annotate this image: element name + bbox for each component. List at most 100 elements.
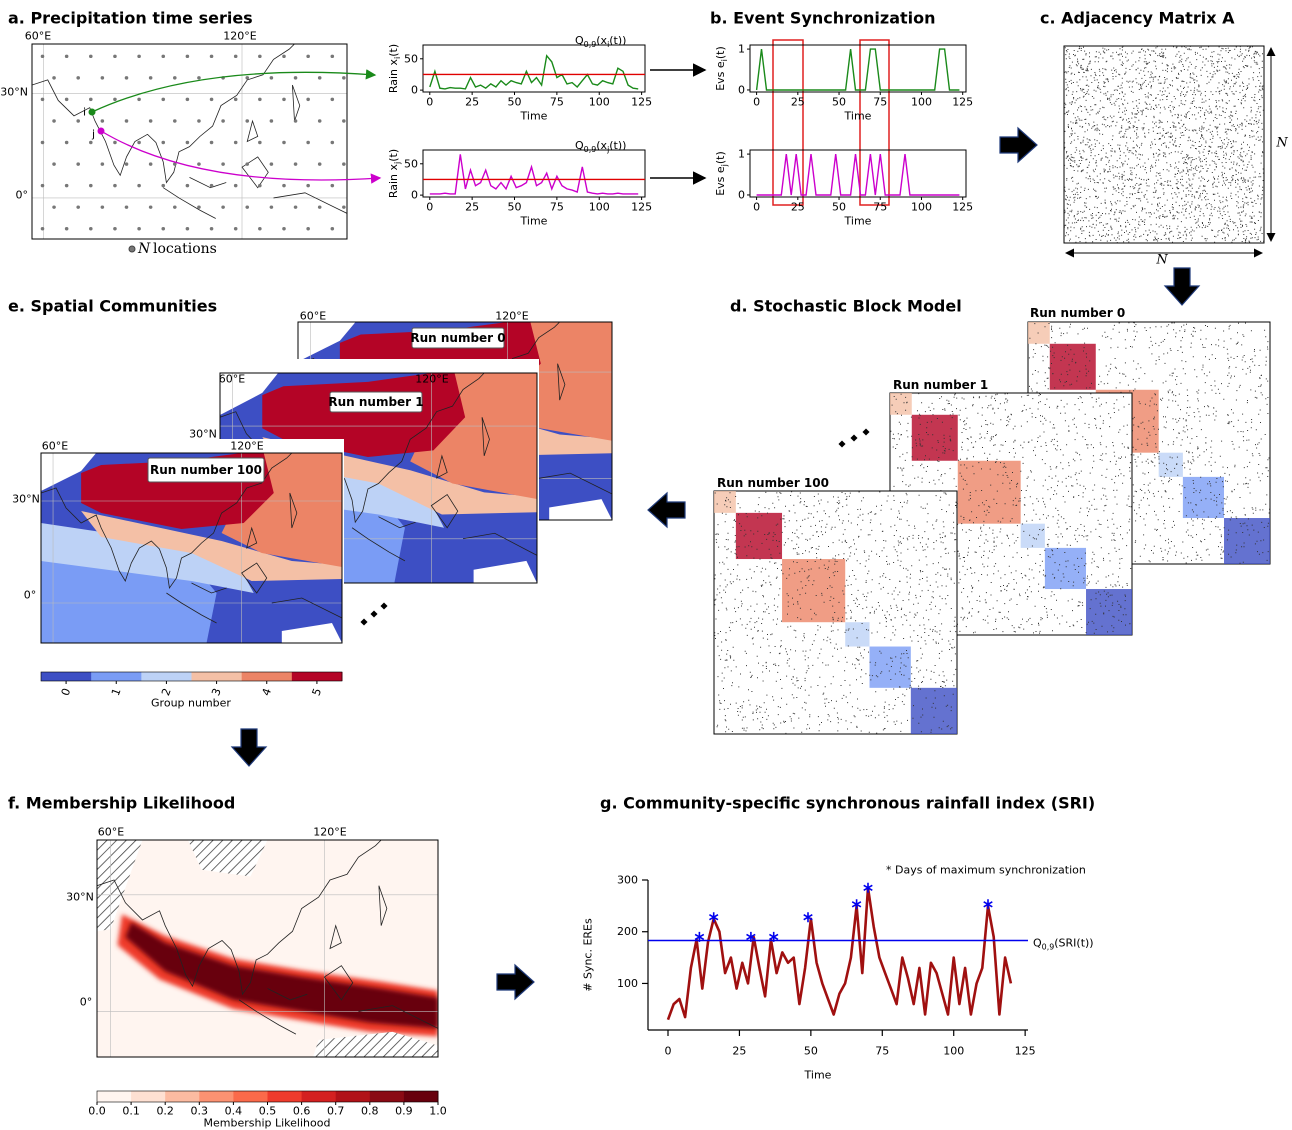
colorbar-tick-label: 1 (109, 686, 124, 697)
max-sync-marker (863, 882, 873, 893)
sbm-block (1049, 343, 1096, 390)
x-tick-label: 100 (589, 96, 610, 109)
map (32, 44, 347, 239)
threshold-label-part: i (607, 40, 609, 49)
x-tick-label: 50 (508, 201, 522, 214)
x-axis-label: Time (804, 1069, 832, 1082)
colorbar-tick-label: 0.0 (88, 1105, 106, 1118)
grid-location (282, 183, 286, 188)
grid-location (185, 54, 190, 59)
no-data (220, 373, 279, 415)
grid-location (197, 205, 201, 209)
max-sync-marker (694, 931, 705, 942)
grid-location (52, 205, 56, 209)
no-data (473, 560, 537, 583)
grid-location (137, 140, 141, 145)
y-tick-label: 0 (738, 188, 745, 201)
x-tick-label: 75 (550, 201, 564, 214)
grid-location (269, 162, 274, 166)
sbm-block (1020, 523, 1045, 548)
y-tick-label: 0 (411, 84, 418, 97)
grid-location (258, 226, 262, 231)
y-tick-label: 200 (617, 925, 638, 938)
axes-frame (422, 44, 646, 93)
grid-location (76, 76, 80, 80)
grid-location (113, 54, 117, 59)
x-tick-label: 25 (465, 201, 479, 214)
x-tick-label: 0 (426, 201, 433, 214)
colorbar-tick-label: 0.5 (259, 1105, 277, 1118)
run-label: Run number 100 (150, 463, 262, 477)
lon-label: 120°E (495, 310, 528, 323)
grid-location (173, 119, 177, 123)
colorbar-tick-label: 0.9 (395, 1105, 413, 1118)
map-bg (32, 44, 347, 239)
x-axis-label: Time (844, 110, 872, 123)
map (97, 840, 438, 1057)
grid-location (317, 162, 322, 166)
grid-location (40, 140, 45, 145)
grid-location (64, 97, 69, 102)
run-box (411, 327, 505, 349)
grid-location (306, 226, 310, 231)
max-sync-marker (983, 899, 993, 910)
grid-location (209, 183, 214, 188)
flow-arrow (230, 728, 268, 767)
run-label: Run number 100 (717, 476, 829, 490)
grid-location (258, 140, 262, 145)
flow-arrow (496, 963, 535, 1001)
lon-label: 120°E (230, 440, 263, 453)
no-data (41, 453, 97, 491)
run-label: Run number 0 (1030, 306, 1125, 320)
x-tick-label: 100 (589, 201, 610, 214)
colorbar-tick-label: 0.3 (191, 1105, 209, 1118)
grid-location (76, 205, 80, 209)
grid-location (233, 226, 238, 231)
x-tick-label: 75 (873, 96, 887, 109)
grid-location (245, 119, 250, 123)
y-axis-label: Evs ej(t) (714, 151, 730, 196)
max-sync-marker (803, 912, 813, 923)
grid-location (269, 119, 274, 123)
y-axis-label: Evs ei(t) (714, 46, 730, 91)
grid-location (161, 183, 166, 188)
link-curve (100, 130, 382, 184)
grid-location (306, 183, 310, 188)
y-axis-label-part: (t) (387, 44, 400, 57)
map-clip (32, 44, 347, 239)
y-tick-label: 300 (617, 874, 638, 887)
grid-location (40, 226, 45, 231)
threshold-label-part: (x (596, 139, 607, 152)
coastline (32, 44, 347, 218)
panel-title: e. Spatial Communities (8, 297, 217, 316)
sbm-block (1044, 547, 1087, 590)
lon-label: 120°E (313, 826, 346, 839)
x-tick-label: 75 (873, 201, 887, 214)
colorbar-tick-label: 0.1 (122, 1105, 140, 1118)
colorbar-label: Group number (151, 697, 231, 710)
grid-location (342, 162, 346, 166)
colorbar-frame (40, 671, 343, 682)
grid-location (185, 226, 190, 231)
grid-location (221, 119, 225, 123)
x-tick-label: 25 (791, 96, 805, 109)
grid-location (197, 76, 201, 80)
grid-location (100, 205, 105, 209)
grid-location (113, 183, 117, 188)
lat-label: 0° (16, 189, 29, 202)
grid-location (148, 76, 153, 80)
grid-location (100, 76, 105, 80)
community-3 (81, 511, 342, 581)
grid-location (306, 140, 310, 145)
y-axis-label-part: i (393, 57, 402, 59)
panel-title: a. Precipitation time series (8, 9, 253, 28)
grid-location (148, 205, 153, 209)
annotation: * Days of maximum synchronization (886, 864, 1086, 877)
y-axis-label-part: Evs e (714, 166, 727, 196)
sbm-block (714, 491, 736, 513)
x-axis-label: Time (520, 215, 548, 228)
lon-label: 60°E (42, 440, 68, 453)
threshold-label-part: j (606, 145, 609, 154)
